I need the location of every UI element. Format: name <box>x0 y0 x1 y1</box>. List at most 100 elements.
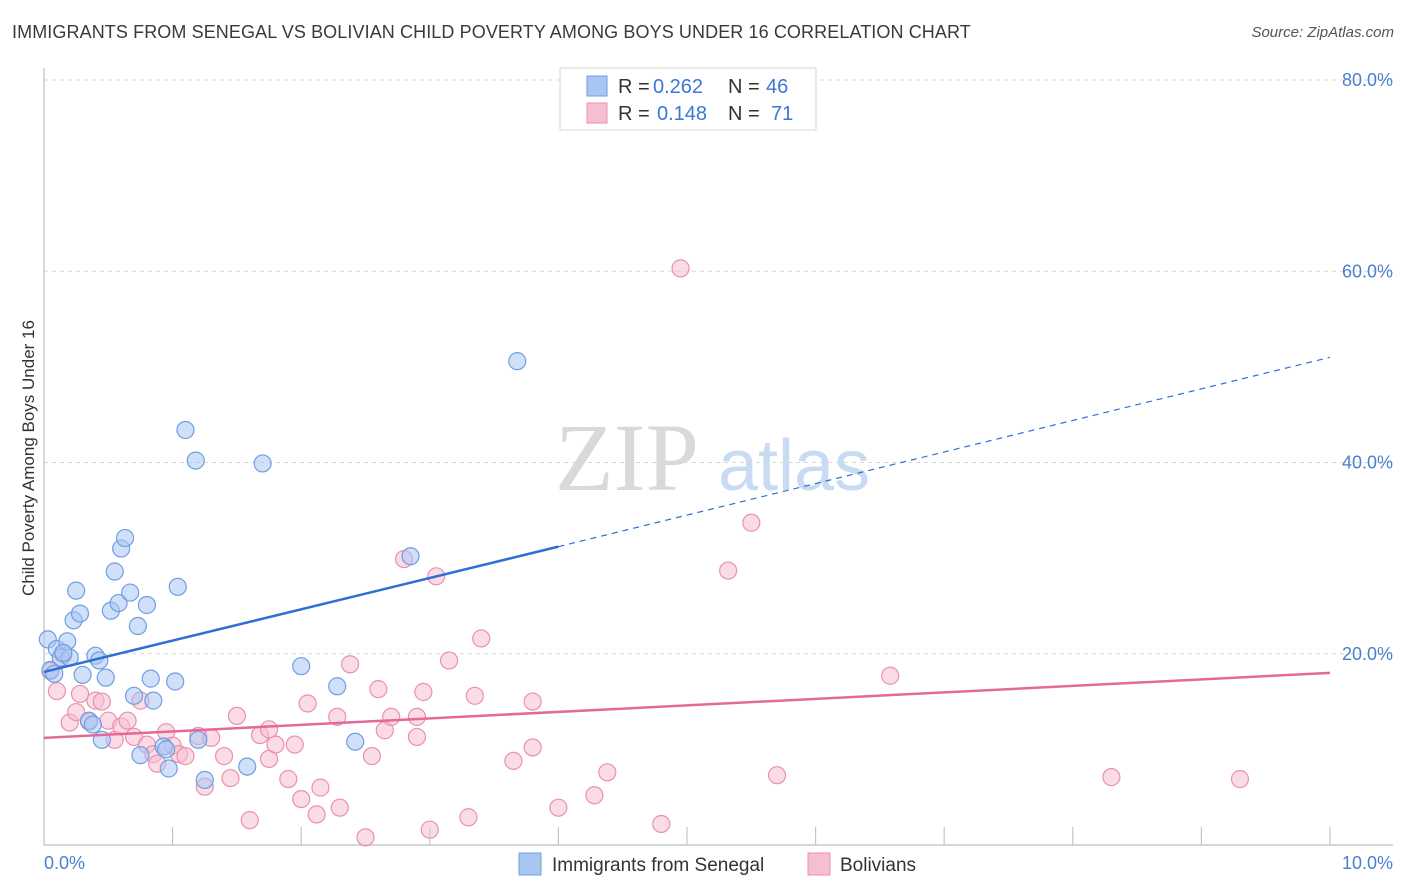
bolivian-point-58 <box>585 786 604 805</box>
bolivian-point-50 <box>439 651 459 670</box>
senegal-point-7 <box>67 581 86 600</box>
bolivian-point-59 <box>598 763 617 782</box>
grid <box>44 79 1393 655</box>
bolivian-point-40 <box>340 655 360 674</box>
watermark-atlas: atlas <box>718 426 870 506</box>
source-label: Source: ZipAtlas.com <box>1251 24 1394 41</box>
bolivian-point-44 <box>382 707 401 726</box>
bolivian-point-35 <box>298 694 317 713</box>
series-legend-swatch-senegal[interactable] <box>518 852 542 876</box>
legend-swatch-senegal <box>586 75 608 97</box>
stats-legend: R = 0.262 N = 46 R = 0.148 N = 71 <box>559 67 817 131</box>
bolivian-point-28 <box>240 811 259 830</box>
bolivian-point-37 <box>311 778 330 797</box>
senegal-point-32 <box>176 420 195 440</box>
legend-r-value-senegal: 0.262 <box>653 76 703 98</box>
x-tick-label-min: 0.0% <box>44 853 85 873</box>
bolivian-point-27 <box>227 706 246 726</box>
watermark-zip: ZIP <box>555 404 699 511</box>
senegal-point-40 <box>346 732 365 751</box>
series-legend: Immigrants from Senegal Bolivians <box>518 852 916 876</box>
senegal-point-23 <box>131 746 150 765</box>
legend-swatch-bolivians <box>586 102 608 124</box>
senegal-trend-solid <box>43 545 559 674</box>
bolivian-point-8 <box>92 692 111 711</box>
x-tick-label-max: 10.0% <box>1342 853 1393 873</box>
bolivian-point-12 <box>118 711 137 730</box>
bolivian-point-66 <box>1102 768 1121 787</box>
legend-n-label-bolivians: N = <box>728 103 760 125</box>
bolivian-point-31 <box>266 735 285 754</box>
y-tick-label-40: 40.0% <box>1342 453 1393 473</box>
senegal-point-29 <box>159 759 178 778</box>
bolivian-point-69 <box>259 720 279 739</box>
senegal-point-24 <box>137 595 156 615</box>
bolivian-point-61 <box>671 259 690 278</box>
bolivian-point-25 <box>214 746 234 766</box>
senegal-point-38 <box>292 657 311 676</box>
y-tick-label-80: 80.0% <box>1342 70 1393 90</box>
series-legend-label-senegal[interactable]: Immigrants from Senegal <box>552 855 764 876</box>
senegal-point-20 <box>121 583 140 602</box>
bolivian-point-60 <box>652 814 671 834</box>
bolivian-point-32 <box>279 769 298 789</box>
senegal-point-42 <box>508 352 527 371</box>
senegal-point-25 <box>141 669 160 688</box>
senegal-trend-dashed <box>558 356 1331 548</box>
senegal-point-34 <box>189 730 208 749</box>
y-tick-label-20: 20.0% <box>1342 644 1393 664</box>
series-legend-label-bolivians[interactable]: Bolivians <box>840 855 916 876</box>
senegal-point-26 <box>144 691 163 710</box>
senegal-point-14 <box>96 668 115 687</box>
senegal-point-44 <box>54 643 73 662</box>
legend-r-value-bolivians: 0.148 <box>657 103 707 125</box>
bolivian-point-21 <box>176 746 195 766</box>
senegal-point-30 <box>166 672 185 691</box>
bolivians-trend <box>43 671 1331 740</box>
senegal-point-31 <box>168 577 187 596</box>
senegal-point-8 <box>70 604 90 623</box>
series-legend-swatch-bolivians[interactable] <box>807 852 831 876</box>
legend-r-label-senegal: R = <box>618 76 650 98</box>
bolivian-point-54 <box>504 751 523 770</box>
bolivian-point-48 <box>420 820 439 839</box>
bolivian-point-4 <box>67 702 86 722</box>
bolivian-point-1 <box>47 681 66 701</box>
y-tick-labels: 20.0% 40.0% 60.0% 80.0% <box>1342 70 1393 664</box>
bolivian-point-42 <box>369 680 388 699</box>
bolivian-point-46 <box>407 707 427 726</box>
bolivian-point-36 <box>307 805 326 824</box>
senegal-point-22 <box>128 616 147 636</box>
bolivian-point-68 <box>362 746 382 766</box>
senegal-point-39 <box>328 677 347 696</box>
senegal-points <box>38 352 527 790</box>
senegal-point-9 <box>73 665 92 684</box>
legend-n-value-bolivians: 71 <box>771 103 793 125</box>
bolivian-point-51 <box>459 808 478 827</box>
bolivian-point-33 <box>285 735 304 754</box>
legend-n-value-senegal: 46 <box>766 76 788 98</box>
senegal-point-16 <box>105 562 124 581</box>
senegal-point-35 <box>195 770 214 790</box>
bolivian-point-53 <box>472 629 491 648</box>
senegal-point-28 <box>157 740 176 759</box>
bolivian-point-57 <box>549 798 568 817</box>
bolivian-point-64 <box>767 766 787 785</box>
senegal-point-41 <box>401 547 420 566</box>
bolivian-point-56 <box>523 692 542 711</box>
bolivians-points <box>41 259 1250 847</box>
bolivian-point-34 <box>292 789 311 809</box>
bolivian-point-38 <box>328 707 347 726</box>
chart-title: IMMIGRANTS FROM SENEGAL VS BOLIVIAN CHIL… <box>12 22 971 42</box>
senegal-point-17 <box>109 593 128 613</box>
bolivian-point-65 <box>881 666 900 685</box>
bolivian-point-62 <box>719 561 738 580</box>
senegal-point-36 <box>238 757 257 776</box>
bolivian-point-63 <box>742 513 761 532</box>
legend-n-label-senegal: N = <box>728 76 760 98</box>
bolivian-point-55 <box>523 738 542 757</box>
trend-lines <box>43 356 1331 740</box>
bolivian-point-5 <box>70 684 90 704</box>
bolivian-point-70 <box>407 727 427 747</box>
